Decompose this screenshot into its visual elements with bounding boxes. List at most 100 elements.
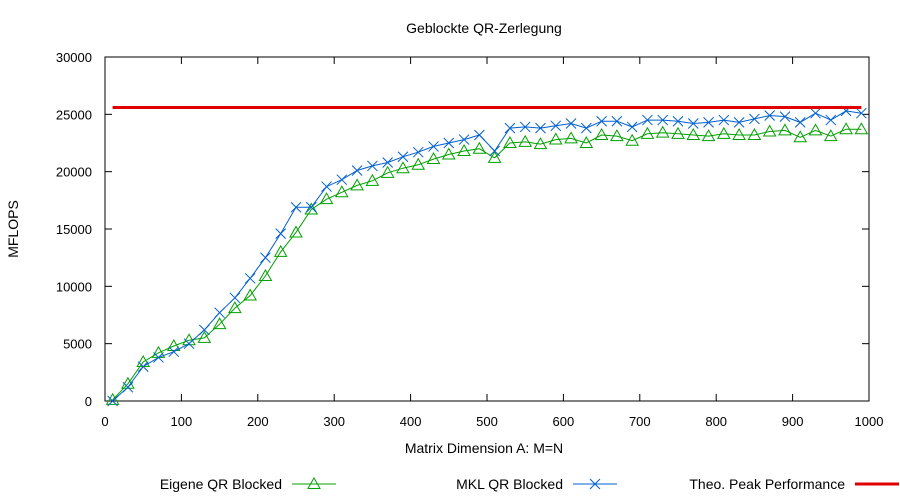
- data-point: [823, 129, 838, 142]
- series-layer: [105, 105, 869, 407]
- y-tick-label: 10000: [56, 279, 92, 294]
- data-point: [243, 288, 258, 301]
- data-point: [640, 126, 655, 139]
- data-point: [426, 152, 441, 165]
- legend-marker: [589, 478, 601, 490]
- data-point: [105, 392, 120, 405]
- data-point: [657, 114, 669, 126]
- series-0: [105, 122, 869, 405]
- legend-sample-eigene: [292, 476, 336, 489]
- y-tick-label: 15000: [56, 222, 92, 237]
- x-tick-label: 700: [629, 414, 651, 429]
- data-point: [747, 127, 762, 140]
- data-point: [198, 324, 210, 336]
- data-point: [107, 395, 118, 407]
- y-tick-label: 5000: [63, 337, 92, 352]
- data-point: [136, 355, 151, 368]
- data-point: [321, 181, 332, 192]
- y-tick-label: 20000: [56, 165, 92, 180]
- x-tick-label: 600: [553, 414, 575, 429]
- data-point: [825, 114, 837, 126]
- x-tick-label: 100: [171, 414, 193, 429]
- data-point: [533, 137, 548, 150]
- legend-label-mkl: MKL QR Blocked: [456, 476, 563, 492]
- data-point: [733, 117, 745, 128]
- data-point: [382, 157, 394, 168]
- x-tick-label: 800: [705, 414, 727, 429]
- data-point: [350, 178, 364, 191]
- data-point: [351, 165, 363, 176]
- legend-label-peak: Theo. Peak Performance: [689, 476, 845, 492]
- x-tick-label: 500: [476, 414, 498, 429]
- data-point: [441, 147, 456, 160]
- data-point: [594, 127, 609, 140]
- data-point: [244, 272, 256, 284]
- data-point: [565, 118, 577, 129]
- data-point: [703, 117, 714, 128]
- data-point: [458, 134, 470, 145]
- data-point: [304, 202, 319, 215]
- data-point: [535, 122, 546, 134]
- data-point: [290, 201, 302, 213]
- data-point: [258, 269, 273, 282]
- data-point: [365, 173, 380, 186]
- data-point: [273, 244, 288, 257]
- data-point: [642, 114, 653, 126]
- data-point: [548, 132, 563, 145]
- data-point: [319, 192, 334, 205]
- data-point: [472, 141, 487, 154]
- data-point: [596, 115, 607, 127]
- data-point: [718, 114, 730, 126]
- data-point: [519, 121, 531, 133]
- x-tick-label: 900: [782, 414, 804, 429]
- data-point: [228, 301, 242, 314]
- x-tick-label: 200: [247, 414, 269, 429]
- data-point: [626, 121, 638, 133]
- data-point: [701, 129, 716, 142]
- data-point: [153, 352, 164, 363]
- chart-title: Geblockte QR-Zerlegung: [406, 20, 562, 36]
- data-point: [380, 165, 395, 178]
- data-point: [749, 113, 760, 125]
- data-point: [212, 317, 227, 330]
- data-point: [397, 151, 409, 163]
- data-point: [503, 135, 517, 148]
- data-point: [564, 131, 578, 144]
- legend-label-eigene: Eigene QR Blocked: [160, 476, 282, 492]
- data-point: [793, 130, 808, 143]
- data-point: [778, 123, 792, 136]
- data-point: [655, 125, 670, 138]
- data-point: [137, 361, 149, 372]
- legend: Eigene QR Blocked MKL QR Blocked Theo. P…: [160, 476, 899, 492]
- data-point: [764, 110, 776, 121]
- data-point: [183, 338, 195, 350]
- data-point: [457, 144, 471, 157]
- data-point: [579, 135, 594, 148]
- data-point: [289, 225, 303, 238]
- data-point: [779, 111, 791, 122]
- x-axis-title: Matrix Dimension A: M=N: [405, 440, 563, 456]
- data-point: [518, 134, 533, 147]
- y-axis-title: MFLOPS: [5, 200, 21, 258]
- data-point: [610, 129, 624, 142]
- series-1: [107, 105, 867, 407]
- data-point: [396, 161, 410, 174]
- data-point: [214, 307, 225, 319]
- legend-marker: [307, 476, 321, 489]
- data-point: [671, 126, 685, 139]
- x-tick-label: 1000: [855, 414, 884, 429]
- data-point: [305, 201, 317, 213]
- x-tick-label: 300: [323, 414, 345, 429]
- series-line: [112, 128, 862, 401]
- data-point: [611, 115, 623, 127]
- x-tick-label: 0: [101, 414, 108, 429]
- data-point: [687, 118, 699, 129]
- data-point: [487, 150, 502, 163]
- data-point: [856, 107, 867, 119]
- legend-sample-mkl: [573, 478, 617, 490]
- x-tick-label: 400: [400, 414, 422, 429]
- data-point: [686, 127, 701, 140]
- data-point: [794, 117, 806, 128]
- data-point: [275, 228, 287, 239]
- y-axis: 0 5000 10000 15000 20000 25000 30000: [56, 50, 869, 409]
